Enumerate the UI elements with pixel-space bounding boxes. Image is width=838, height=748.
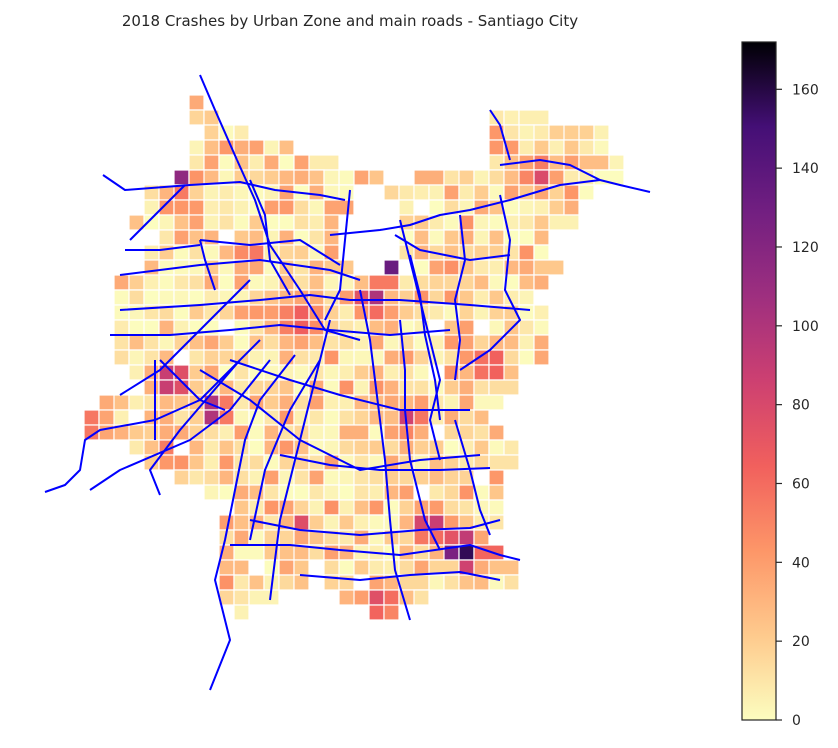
main-roads (44, 74, 651, 691)
urban-zone (533, 349, 550, 366)
main-road (199, 239, 216, 291)
colorbar-tick-label: 0 (792, 713, 801, 729)
main-road (119, 294, 531, 311)
urban-zone (383, 604, 400, 621)
main-road (119, 279, 251, 396)
main-road (399, 319, 441, 551)
main-road (279, 454, 491, 471)
main-road (236, 159, 361, 341)
colorbar-ticks: 0 20 40 60 80 100 120 140 160 (776, 82, 819, 729)
main-road (129, 184, 186, 241)
urban-zone (413, 589, 430, 606)
main-road (230, 544, 521, 561)
main-road (359, 289, 411, 621)
colorbar-gradient (741, 41, 777, 721)
main-road (89, 359, 271, 491)
main-road (102, 174, 346, 201)
main-road (110, 324, 451, 336)
urban-zone (368, 169, 385, 186)
main-road (299, 571, 501, 581)
main-road (199, 74, 238, 161)
main-road (454, 419, 491, 536)
main-road (394, 234, 511, 261)
main-road (125, 244, 201, 251)
main-road (324, 189, 351, 321)
urban-zone (548, 214, 580, 231)
main-road (249, 179, 291, 296)
main-road (329, 179, 651, 236)
choropleth-map (44, 74, 651, 691)
colorbar-tick-label: 140 (792, 161, 819, 177)
colorbar-tick-label: 40 (792, 555, 810, 571)
urban-zone (533, 274, 550, 291)
main-road (459, 194, 521, 371)
colorbar-tick-label: 60 (792, 476, 810, 492)
main-road (499, 159, 601, 181)
main-road (399, 219, 441, 461)
colorbar-tick-label: 20 (792, 634, 810, 650)
colorbar-tick-label: 160 (792, 82, 819, 98)
main-road (249, 519, 501, 536)
colorbar-tick-label: 120 (792, 240, 819, 256)
main-road (44, 339, 261, 493)
main-road (159, 359, 226, 411)
main-road (199, 369, 481, 471)
main-road (199, 239, 341, 266)
colorbar-tick-label: 80 (792, 398, 810, 414)
map-title: 2018 Crashes by Urban Zone and main road… (121, 12, 579, 30)
urban-zone (578, 184, 595, 201)
main-road (209, 354, 296, 691)
main-road (149, 359, 241, 496)
main-road (489, 109, 511, 161)
main-road (119, 259, 361, 281)
colorbar-tick-label: 100 (792, 319, 819, 335)
urban-zone (233, 604, 250, 621)
urban-zones (83, 94, 625, 621)
urban-zone (503, 574, 520, 591)
main-road (229, 359, 470, 411)
main-road (409, 254, 441, 421)
main-road (454, 214, 466, 381)
